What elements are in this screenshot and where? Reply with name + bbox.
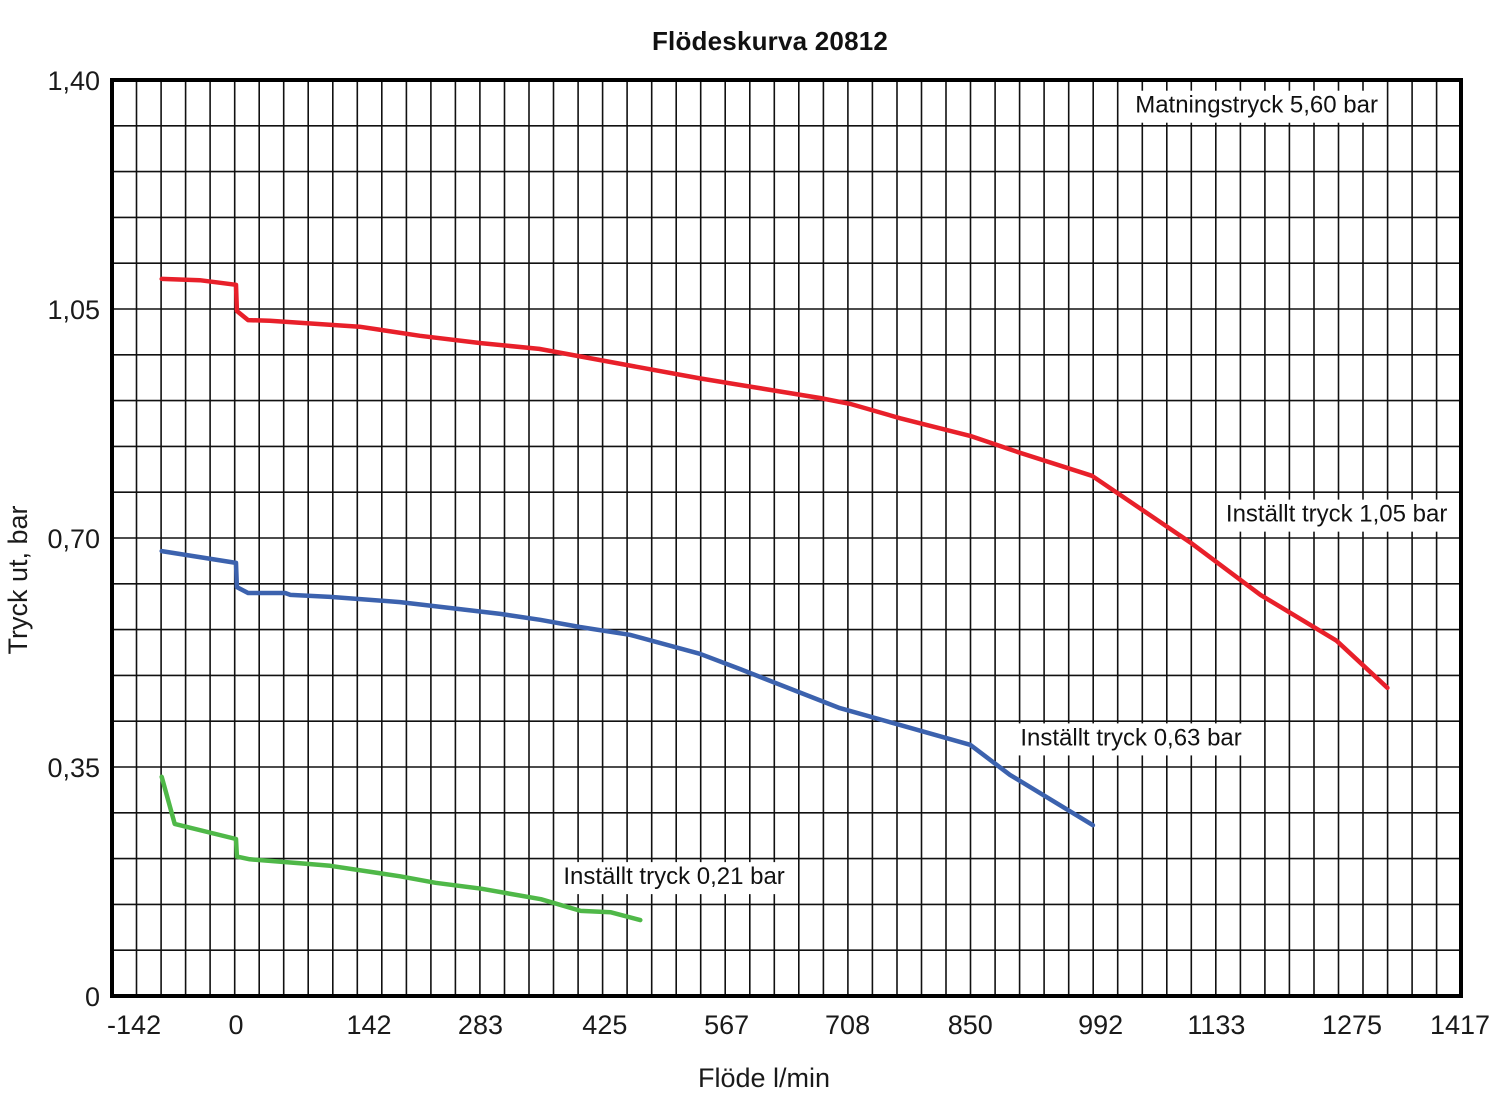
x-axis-label: Flöde l/min bbox=[698, 1063, 830, 1093]
x-tick-label: 1133 bbox=[1187, 1010, 1245, 1040]
y-tick-label: 1,05 bbox=[47, 295, 100, 325]
y-axis-ticks: 0 0,35 0,70 1,05 1,40 bbox=[47, 66, 100, 1012]
y-axis-label: Tryck ut, bar bbox=[3, 505, 33, 654]
series-line-1 bbox=[159, 548, 1096, 828]
annotation-label: Inställt tryck 0,63 bar bbox=[1016, 723, 1246, 756]
y-tick-label: 0 bbox=[85, 982, 100, 1012]
x-tick-label: -142 bbox=[107, 1010, 161, 1040]
annotation-label: Inställt tryck 1,05 bar bbox=[1221, 499, 1452, 532]
x-tick-label: 1275 bbox=[1322, 1010, 1382, 1040]
plot-frame bbox=[110, 78, 1463, 998]
x-tick-label: 0 bbox=[228, 1010, 243, 1040]
series-group bbox=[159, 276, 1390, 923]
annotation-label: Inställt tryck 0,21 bar bbox=[559, 862, 789, 895]
series-line-0 bbox=[159, 276, 1390, 691]
svg-text:Inställt tryck 1,05 bar: Inställt tryck 1,05 bar bbox=[1226, 501, 1447, 528]
y-tick-label: 0,70 bbox=[47, 524, 100, 554]
series-line-2 bbox=[159, 774, 643, 923]
x-tick-label: 708 bbox=[825, 1010, 870, 1040]
x-tick-label: 567 bbox=[704, 1010, 749, 1040]
grid bbox=[112, 80, 1461, 996]
y-tick-label: 1,40 bbox=[47, 66, 100, 96]
annotation-label: Matningstryck 5,60 bar bbox=[1131, 90, 1383, 123]
x-tick-label: 1417 bbox=[1430, 1010, 1490, 1040]
svg-text:Matningstryck 5,60 bar: Matningstryck 5,60 bar bbox=[1135, 92, 1378, 119]
x-axis-ticks: -142 0 142 283 425 567 708 850 992 1133 1275 1417 bbox=[107, 1010, 1490, 1040]
y-tick-label: 0,35 bbox=[47, 753, 100, 783]
x-tick-label: 425 bbox=[582, 1010, 627, 1040]
x-tick-label: 142 bbox=[346, 1010, 391, 1040]
x-tick-label: 992 bbox=[1078, 1010, 1123, 1040]
annotations: Matningstryck 5,60 bar Inställt tryck 1,0… bbox=[559, 90, 1452, 895]
svg-text:Inställt tryck 0,21 bar: Inställt tryck 0,21 bar bbox=[563, 863, 784, 890]
svg-text:Inställt tryck 0,63 bar: Inställt tryck 0,63 bar bbox=[1020, 724, 1241, 751]
chart-title: Flödeskurva 20812 bbox=[651, 26, 889, 56]
x-tick-label: 850 bbox=[948, 1010, 993, 1040]
x-tick-label: 283 bbox=[458, 1010, 503, 1040]
